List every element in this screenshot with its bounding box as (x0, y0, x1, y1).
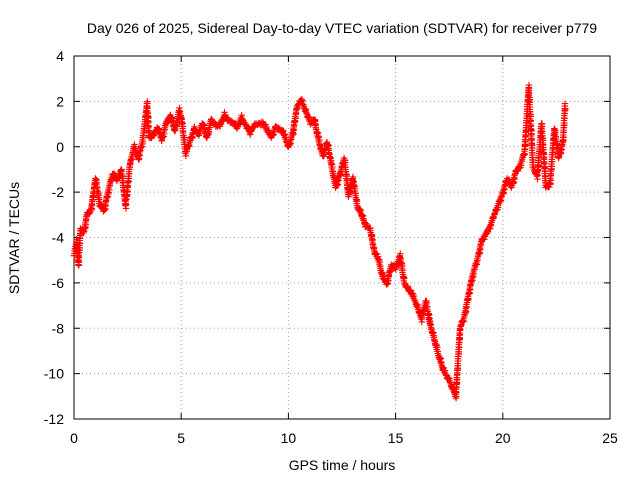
data-point (362, 220, 370, 227)
axis-ticks (73, 55, 611, 420)
data-point (280, 127, 287, 135)
data-point (164, 119, 171, 126)
y-tick-label: -6 (52, 275, 65, 291)
x-tick-label: 25 (602, 430, 618, 446)
data-point (404, 282, 411, 290)
y-tick-label: 4 (56, 48, 64, 64)
data-point (191, 123, 198, 130)
y-tick-label: -12 (44, 411, 64, 427)
data-point (150, 132, 157, 139)
x-tick-label: 0 (70, 430, 78, 446)
x-tick-label: 20 (495, 430, 511, 446)
y-tick-label: -10 (44, 366, 64, 382)
data-point (561, 100, 569, 107)
y-tick-label: -8 (52, 320, 65, 336)
data-point (110, 170, 118, 177)
data-point (364, 221, 371, 229)
y-tick-label: 2 (56, 93, 64, 109)
data-point (221, 109, 228, 116)
chart-title: Day 026 of 2025, Sidereal Day-to-day VTE… (87, 20, 597, 36)
data-points (70, 81, 569, 402)
x-axis-label: GPS time / hours (289, 457, 396, 473)
data-point (238, 112, 245, 119)
y-tick-labels: 4 2 0 -2 -4 -6 -8 -10 -12 (44, 48, 64, 427)
y-tick-label: -2 (52, 184, 65, 200)
x-tick-label: 10 (281, 430, 297, 446)
x-tick-label: 5 (177, 430, 185, 446)
data-point (380, 272, 387, 279)
y-tick-label: 0 (56, 139, 64, 155)
y-tick-label: -4 (52, 230, 65, 246)
x-tick-label: 15 (388, 430, 404, 446)
x-tick-labels: 0 5 10 15 20 25 (70, 430, 618, 446)
data-point (294, 104, 301, 111)
data-point (279, 127, 286, 134)
data-point (97, 200, 104, 207)
data-point (265, 127, 272, 134)
data-point (247, 131, 254, 138)
data-point (307, 121, 314, 128)
data-point (407, 287, 415, 294)
y-axis-label: SDTVAR / TECUs (6, 182, 22, 294)
